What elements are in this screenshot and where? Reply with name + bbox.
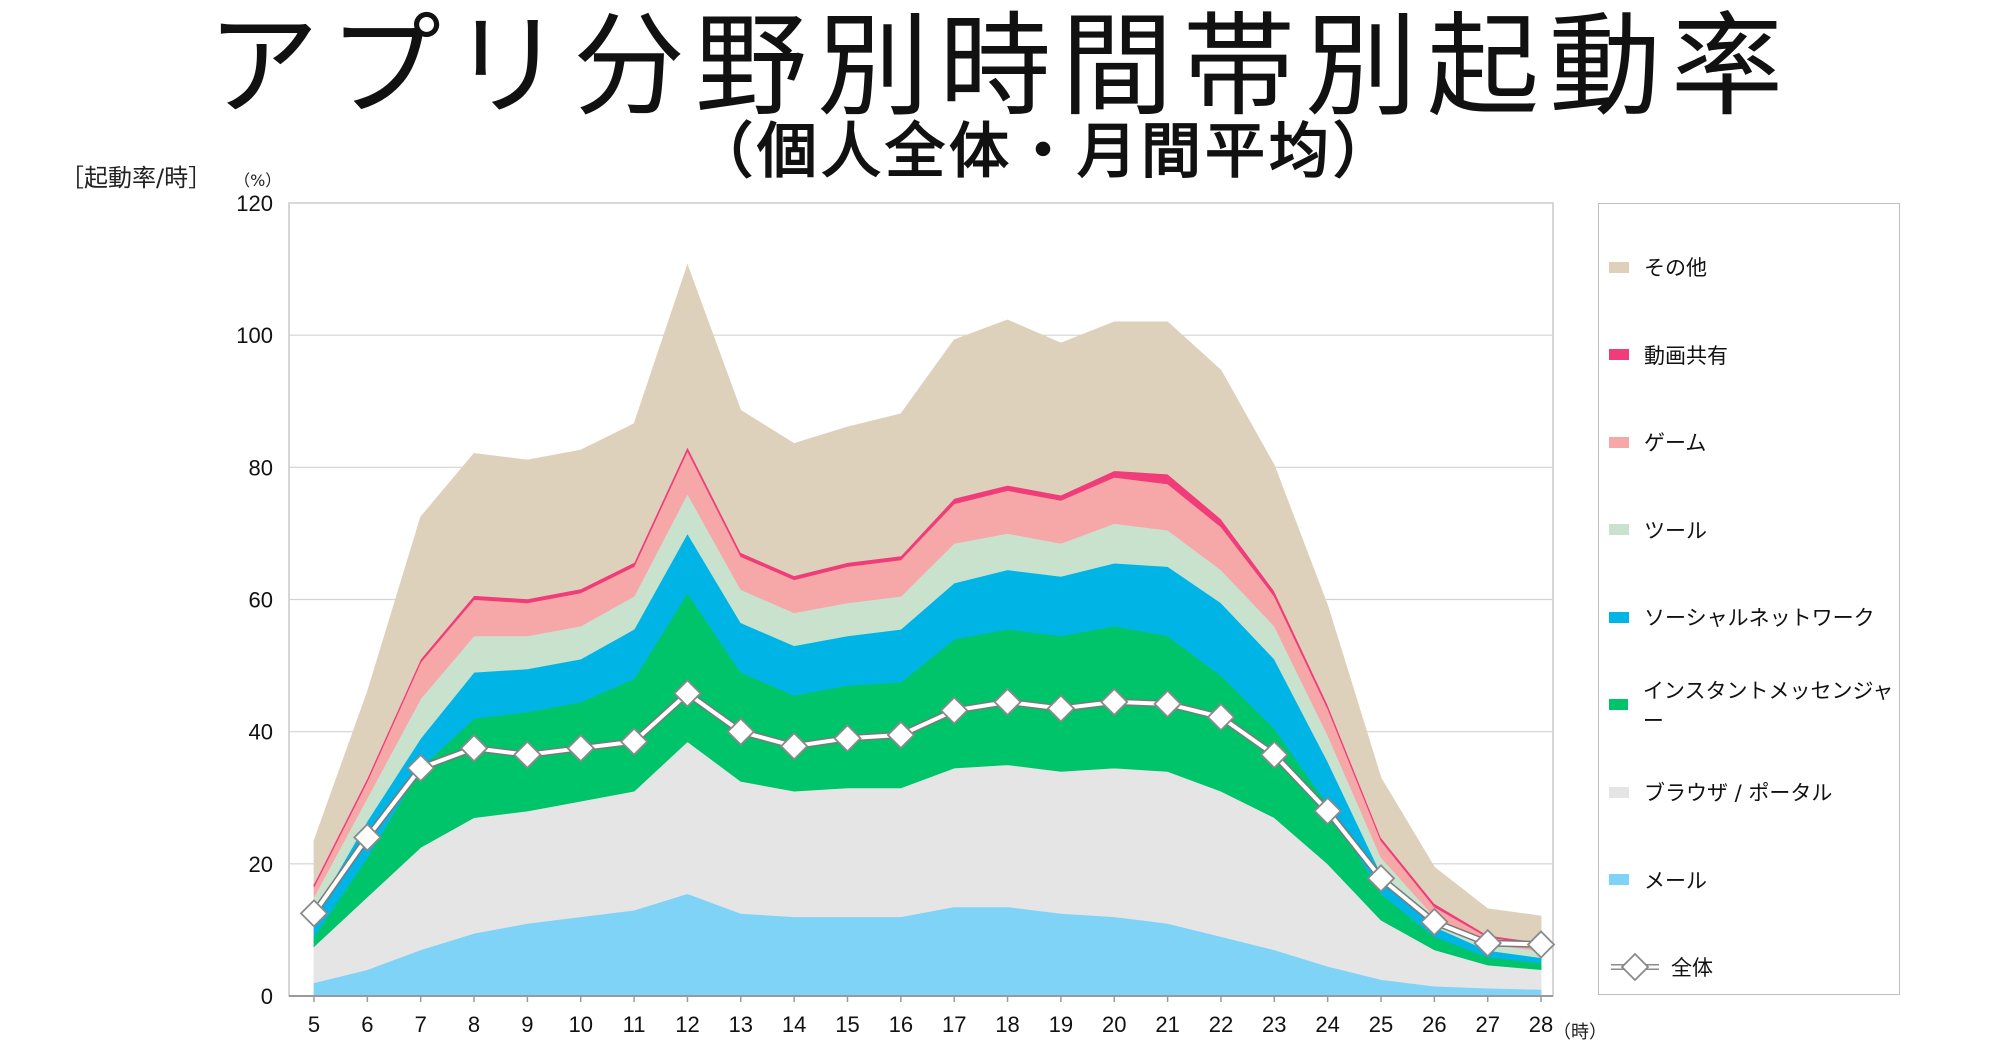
legend-label: ゲーム bbox=[1644, 431, 1707, 455]
x-tick-label: 17 bbox=[942, 1012, 966, 1037]
x-tick-label: 23 bbox=[1262, 1012, 1286, 1037]
y-axis-label: ［起動率/時］ bbox=[60, 164, 213, 192]
overall-point bbox=[833, 724, 862, 753]
overall-point bbox=[886, 720, 916, 750]
y-axis-percent: （%） bbox=[242, 171, 282, 190]
legend-swatch bbox=[1609, 436, 1629, 448]
overall-point bbox=[619, 727, 649, 756]
overall-point bbox=[566, 733, 596, 763]
overall-point bbox=[1526, 930, 1556, 959]
legend-label: ブラウザ / ポータル bbox=[1644, 781, 1833, 805]
y-tick-label: 20 bbox=[249, 852, 273, 877]
legend-swatch bbox=[1609, 699, 1628, 710]
x-tick-label: 10 bbox=[569, 1012, 593, 1037]
overall-point bbox=[1046, 694, 1076, 723]
x-tick-label: 6 bbox=[361, 1012, 373, 1037]
legend-item: 全体 bbox=[1609, 952, 1713, 982]
overall-point bbox=[1153, 689, 1182, 719]
y-tick-label: 0 bbox=[261, 984, 273, 1009]
x-tick-label: 19 bbox=[1049, 1012, 1073, 1037]
x-tick-label: 15 bbox=[835, 1012, 859, 1037]
x-tick-label: 22 bbox=[1209, 1012, 1233, 1037]
legend-item: 動画共有 bbox=[1609, 340, 1728, 370]
chart-legend: その他動画共有ゲームツールソーシャルネットワークインスタントメッセンジャーブラウ… bbox=[1598, 203, 1900, 995]
y-tick-label: 40 bbox=[249, 720, 273, 745]
y-tick-label: 120 bbox=[236, 191, 273, 216]
legend-label: メール bbox=[1644, 868, 1707, 893]
overall-point bbox=[1260, 740, 1289, 770]
y-tick-label: 80 bbox=[249, 455, 273, 480]
legend-item: ソーシャルネットワーク bbox=[1609, 602, 1875, 632]
legend-diamond-marker bbox=[1609, 952, 1665, 982]
overall-point bbox=[459, 733, 489, 763]
legend-label: ソーシャルネットワーク bbox=[1644, 606, 1875, 630]
legend-item: その他 bbox=[1609, 252, 1707, 282]
x-tick-label: 16 bbox=[889, 1012, 913, 1037]
x-tick-label: 7 bbox=[415, 1012, 427, 1037]
x-tick-label: 8 bbox=[468, 1012, 480, 1037]
x-tick-label: 24 bbox=[1315, 1012, 1339, 1037]
overall-point bbox=[1473, 928, 1502, 958]
legend-label: インスタントメッセンジャー bbox=[1642, 678, 1894, 733]
legend-item: ツール bbox=[1609, 515, 1707, 545]
overall-point bbox=[299, 899, 329, 928]
overall-point bbox=[993, 687, 1022, 717]
x-tick-label: 27 bbox=[1475, 1012, 1499, 1037]
legend-label: 全体 bbox=[1671, 956, 1713, 980]
chart-subtitle: （個人全体・月間平均） bbox=[693, 117, 1397, 187]
x-tick-label: 25 bbox=[1369, 1012, 1393, 1037]
legend-label: ツール bbox=[1644, 518, 1707, 543]
overall-point bbox=[406, 753, 435, 783]
legend-swatch bbox=[1609, 874, 1629, 885]
legend-item: ブラウザ / ポータル bbox=[1609, 777, 1832, 807]
overall-point bbox=[939, 696, 969, 725]
overall-point bbox=[673, 679, 702, 708]
y-tick-label: 60 bbox=[249, 588, 273, 613]
legend-swatch bbox=[1609, 611, 1629, 623]
x-tick-label: 26 bbox=[1422, 1012, 1446, 1037]
legend-swatch bbox=[1609, 349, 1629, 360]
overall-point bbox=[1099, 687, 1129, 717]
overall-point bbox=[779, 731, 809, 761]
x-tick-label: 21 bbox=[1155, 1012, 1179, 1037]
x-tick-label: 11 bbox=[623, 1012, 646, 1037]
x-axis-unit: （時） bbox=[1553, 1022, 1607, 1043]
x-tick-label: 14 bbox=[782, 1012, 806, 1037]
x-tick-label: 13 bbox=[729, 1012, 753, 1037]
x-tick-label: 18 bbox=[995, 1012, 1019, 1037]
overall-point bbox=[726, 717, 756, 746]
legend-label: 動画共有 bbox=[1644, 343, 1728, 368]
y-tick-label: 100 bbox=[236, 323, 273, 348]
overall-point bbox=[1206, 702, 1236, 732]
legend-label: その他 bbox=[1644, 256, 1707, 280]
legend-item: ゲーム bbox=[1609, 427, 1706, 457]
x-tick-label: 5 bbox=[308, 1012, 320, 1037]
legend-swatch bbox=[1609, 524, 1629, 535]
y-axis-unit: ［起動率/時］ （%） bbox=[60, 158, 281, 193]
legend-item: インスタントメッセンジャー bbox=[1609, 679, 1899, 733]
legend-swatch bbox=[1609, 261, 1629, 273]
x-tick-label: 20 bbox=[1102, 1012, 1126, 1037]
legend-swatch bbox=[1609, 786, 1629, 798]
x-tick-label: 28 bbox=[1529, 1012, 1553, 1037]
overall-point bbox=[513, 740, 542, 770]
overall-point bbox=[1366, 864, 1396, 893]
overall-point bbox=[353, 823, 382, 852]
x-tick-label: 12 bbox=[675, 1012, 699, 1037]
legend-item: メール bbox=[1609, 865, 1707, 895]
chart-title: アプリ分野別時間帯別起動率 bbox=[207, 2, 1793, 132]
overall-point bbox=[1420, 907, 1449, 937]
overall-point bbox=[1313, 796, 1342, 826]
x-tick-label: 9 bbox=[521, 1012, 533, 1037]
